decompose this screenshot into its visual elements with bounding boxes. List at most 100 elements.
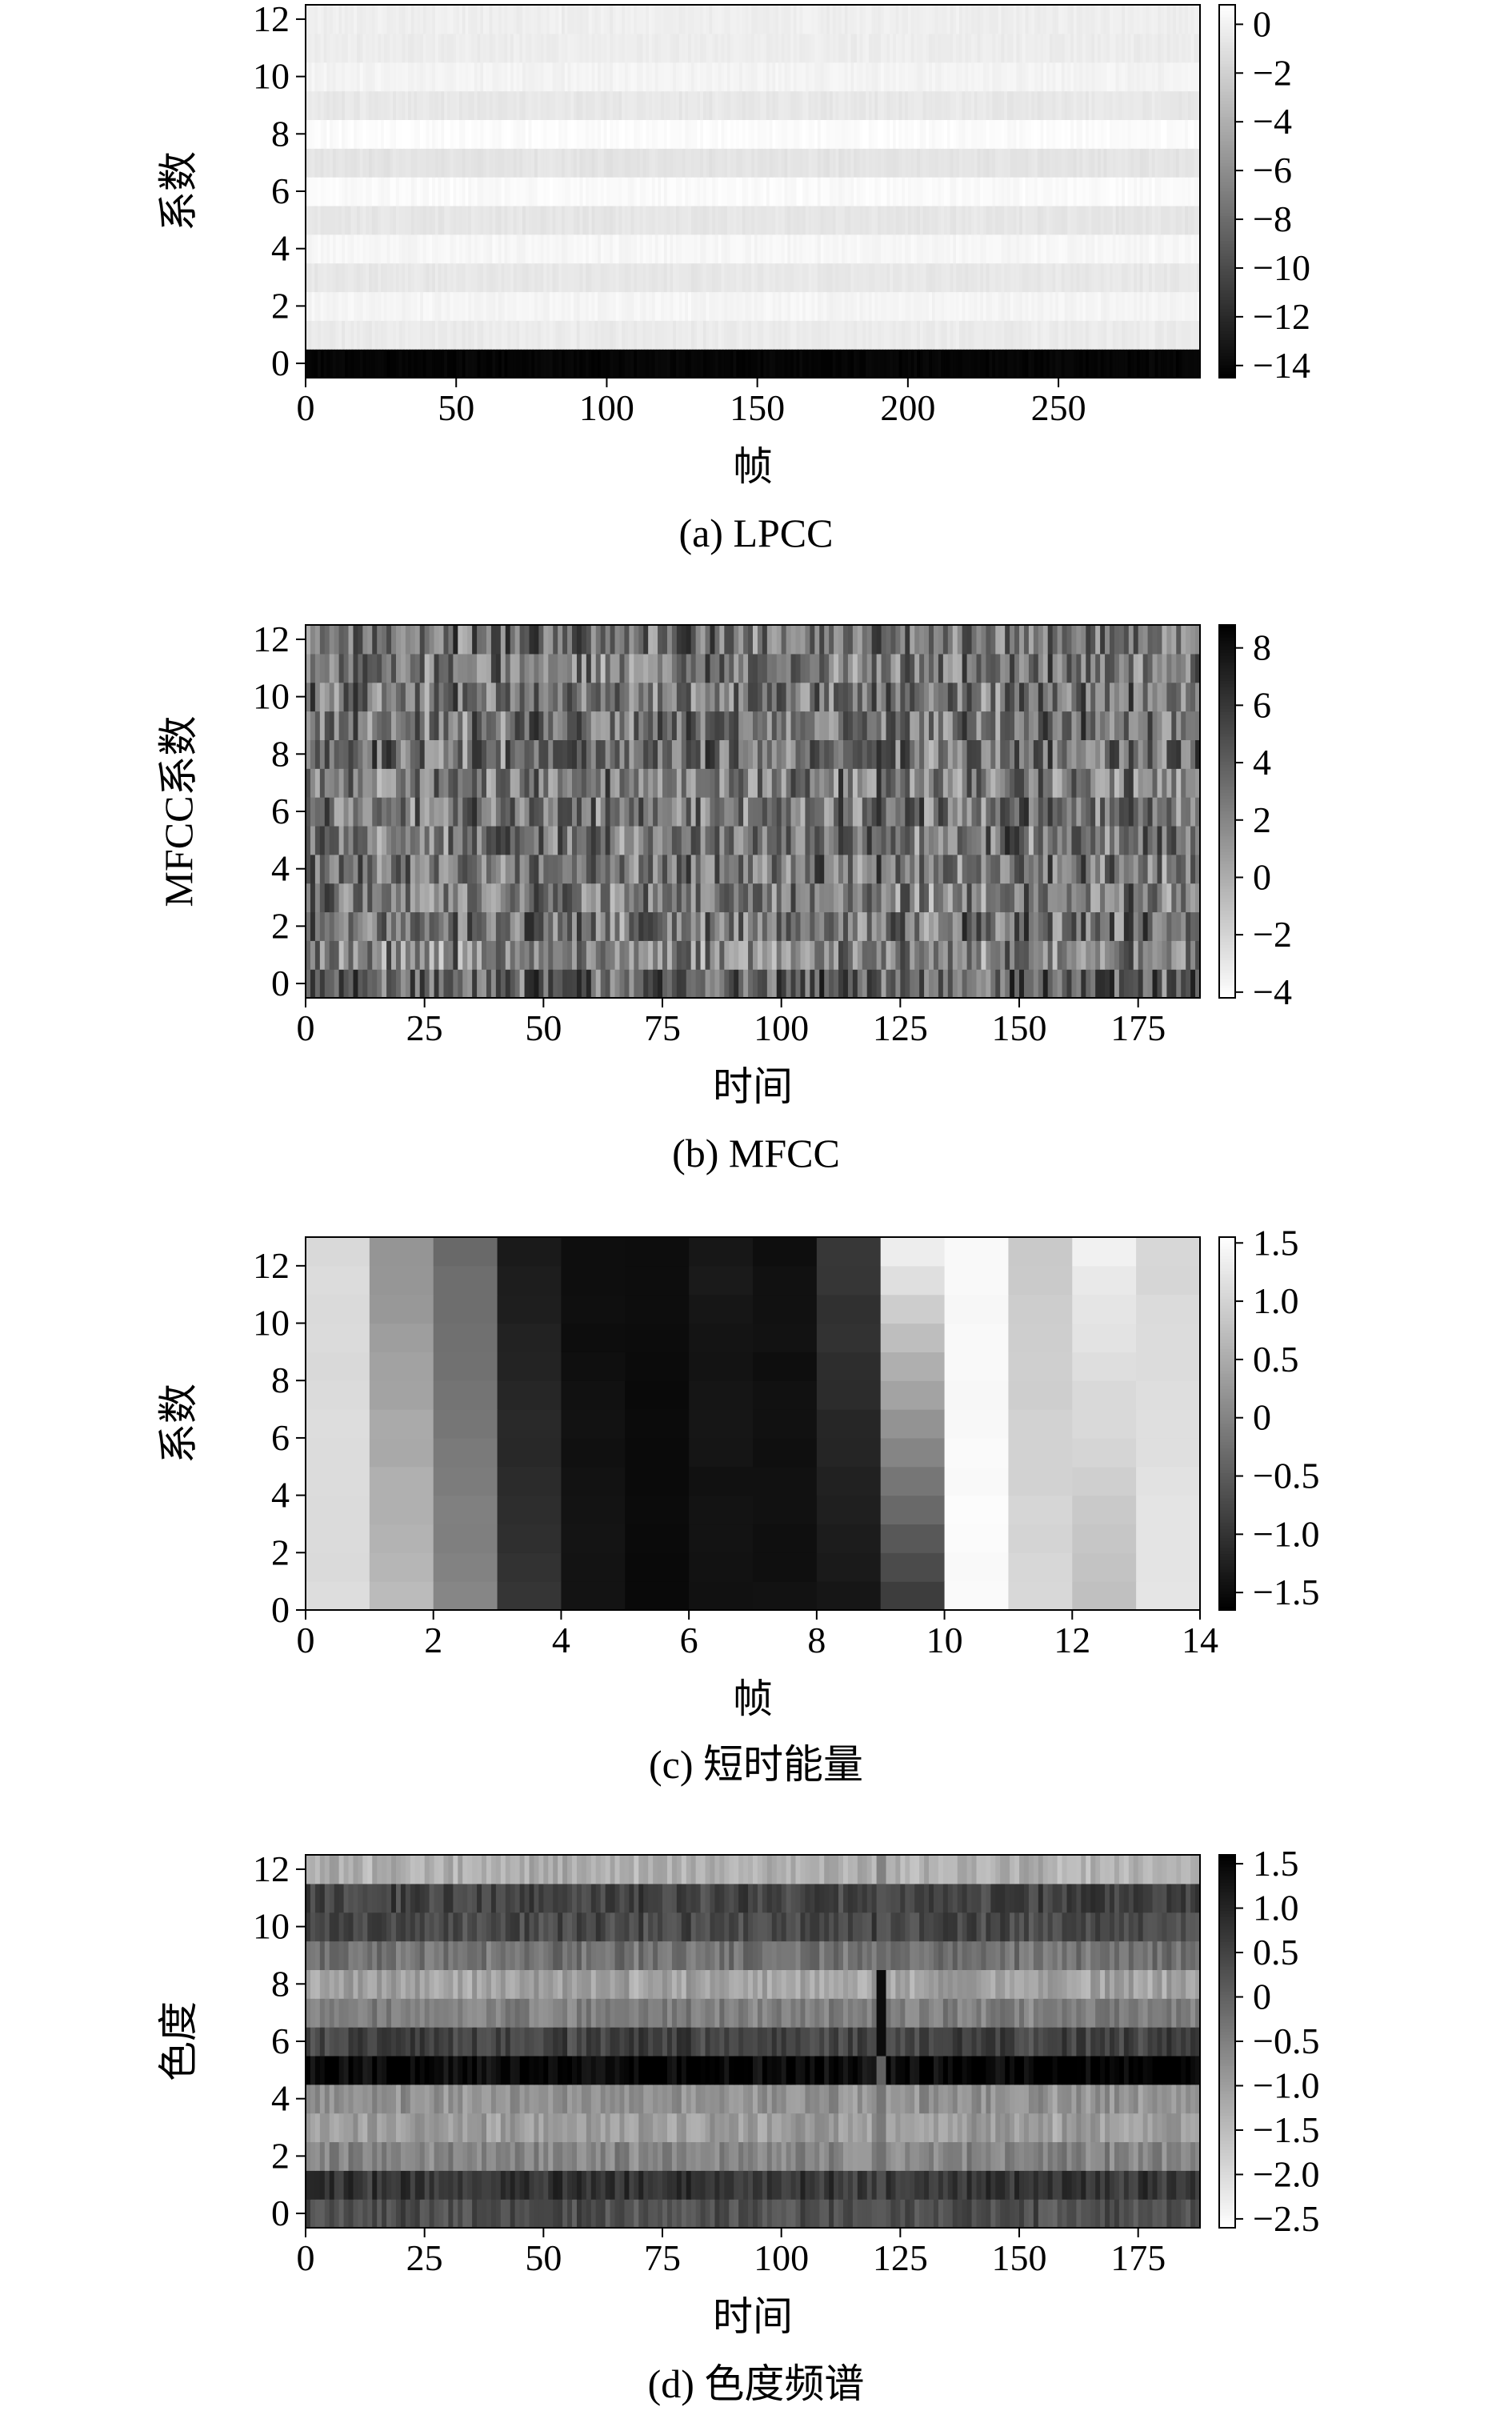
heatmap-cell xyxy=(1094,262,1098,293)
heatmap-cell xyxy=(1166,940,1172,970)
heatmap-cell xyxy=(842,234,846,264)
heatmap-cell xyxy=(323,177,327,206)
heatmap-cell xyxy=(1175,205,1180,235)
heatmap-cell xyxy=(1046,62,1050,92)
heatmap-cell xyxy=(574,177,578,206)
heatmap-cell xyxy=(663,262,668,293)
heatmap-cell xyxy=(743,911,749,941)
heatmap-cell xyxy=(814,940,820,970)
heatmap-cell xyxy=(690,320,695,350)
heatmap-cell xyxy=(1067,33,1071,63)
heatmap-cell xyxy=(420,262,424,293)
heatmap-cell xyxy=(1124,234,1129,264)
heatmap-cell xyxy=(1082,291,1086,321)
heatmap-cell xyxy=(700,291,704,321)
heatmap-cell xyxy=(1122,262,1126,293)
heatmap-cell xyxy=(799,262,803,293)
heatmap-cell xyxy=(772,205,776,235)
heatmap-cell xyxy=(871,349,876,378)
heatmap-cell xyxy=(914,148,918,178)
heatmap-cell xyxy=(866,234,870,264)
heatmap-cell xyxy=(543,291,547,321)
heatmap-cell xyxy=(881,911,887,941)
heatmap-cell xyxy=(1086,969,1091,999)
heatmap-cell xyxy=(383,291,388,321)
heatmap-cell xyxy=(471,119,475,149)
heatmap-cell xyxy=(1139,62,1144,92)
heatmap-cell xyxy=(1016,5,1020,34)
heatmap-cell xyxy=(772,62,776,92)
heatmap-cell xyxy=(1040,234,1044,264)
heatmap-cell xyxy=(790,969,797,999)
heatmap-cell xyxy=(410,320,415,350)
heatmap-cell xyxy=(522,62,526,92)
heatmap-cell xyxy=(610,911,616,941)
heatmap-cell xyxy=(919,349,924,378)
heatmap-cell xyxy=(634,119,638,149)
heatmap-cell xyxy=(383,262,388,293)
heatmap-cell xyxy=(1057,940,1063,970)
heatmap-cell xyxy=(537,262,542,293)
heatmap-cell xyxy=(989,349,993,378)
heatmap-cell xyxy=(1085,291,1090,321)
heatmap-cell xyxy=(1046,148,1050,178)
heatmap-cell xyxy=(757,119,762,149)
heatmap-cell xyxy=(1049,33,1054,63)
heatmap-cell xyxy=(654,291,659,321)
heatmap-cell xyxy=(531,62,535,92)
heatmap-cell xyxy=(719,969,725,999)
heatmap-cell xyxy=(799,177,803,206)
heatmap-cell xyxy=(429,969,435,999)
heatmap-cell xyxy=(658,234,662,264)
heatmap-cell xyxy=(712,320,716,350)
heatmap-cell xyxy=(676,969,682,999)
heatmap-cell xyxy=(1110,119,1114,149)
heatmap-cell xyxy=(504,320,508,350)
heatmap-cell xyxy=(1046,177,1050,206)
heatmap-cell xyxy=(407,119,412,149)
heatmap-cell xyxy=(1142,90,1146,120)
heatmap-cell xyxy=(540,148,544,178)
heatmap-cell xyxy=(661,291,665,321)
heatmap-cell xyxy=(639,291,644,321)
heatmap-cell xyxy=(859,262,863,293)
heatmap-cell xyxy=(477,349,481,378)
heatmap-cell xyxy=(862,911,868,941)
heatmap-cell xyxy=(465,62,469,92)
heatmap-cell xyxy=(957,969,963,999)
heatmap-cell xyxy=(393,177,397,206)
heatmap-cell xyxy=(429,911,435,941)
heatmap-cell xyxy=(784,33,788,63)
heatmap-cell xyxy=(781,177,786,206)
heatmap-cell xyxy=(944,5,948,34)
heatmap-cell xyxy=(618,119,622,149)
heatmap-cell xyxy=(1019,234,1023,264)
colorbar-step xyxy=(1219,107,1235,111)
heatmap-cell xyxy=(332,177,337,206)
heatmap-cell xyxy=(817,148,822,178)
heatmap-cell xyxy=(492,291,496,321)
heatmap-cell xyxy=(670,262,674,293)
heatmap-cell xyxy=(1057,883,1063,913)
heatmap-cell xyxy=(378,291,382,321)
heatmap-cell xyxy=(319,969,326,999)
heatmap-cell xyxy=(462,119,466,149)
heatmap-cell xyxy=(400,940,406,970)
heatmap-cell xyxy=(414,320,418,350)
heatmap-cell xyxy=(362,62,366,92)
heatmap-cell xyxy=(1028,5,1032,34)
heatmap-cell xyxy=(643,854,649,884)
heatmap-cell xyxy=(814,148,818,178)
heatmap-cell xyxy=(1114,854,1120,884)
heatmap-cell xyxy=(688,234,692,264)
heatmap-cell xyxy=(1194,234,1198,264)
heatmap-cell xyxy=(462,320,466,350)
heatmap-cell xyxy=(1016,62,1020,92)
heatmap-cell xyxy=(581,940,587,970)
heatmap-cell xyxy=(965,90,969,120)
x-axis-label: 帧 xyxy=(733,444,773,489)
heatmap-cell xyxy=(594,234,598,264)
heatmap-cell xyxy=(682,234,686,264)
heatmap-cell xyxy=(646,291,650,321)
heatmap-cell xyxy=(558,349,562,378)
